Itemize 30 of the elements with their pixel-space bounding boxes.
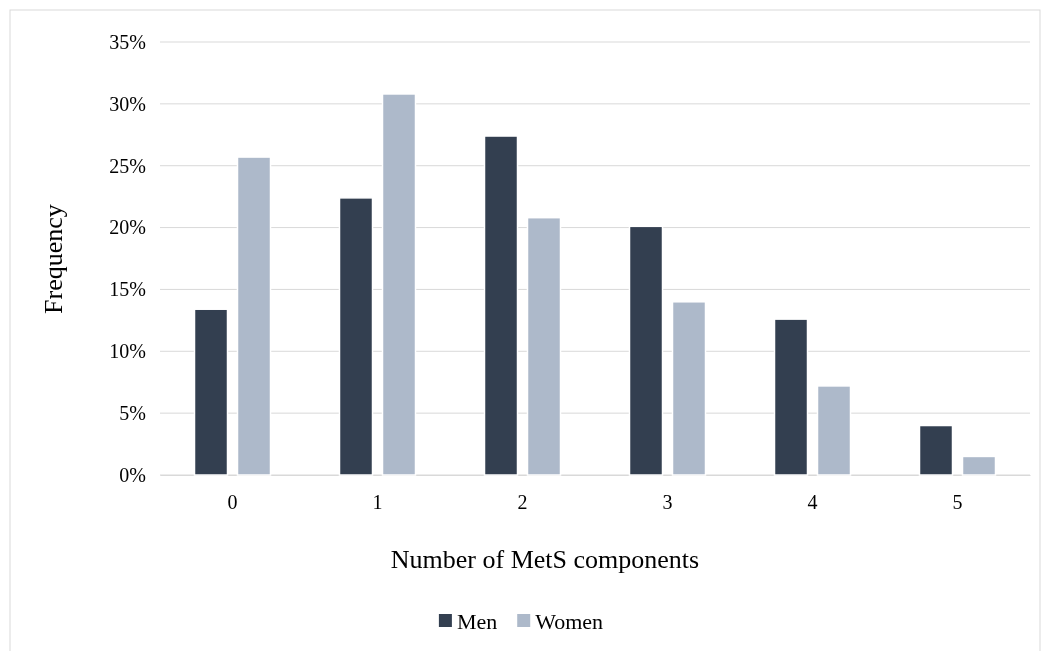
y-tick-label: 25% — [109, 154, 146, 177]
legend-label: Men — [456, 609, 498, 634]
bar — [671, 301, 707, 476]
y-tick-label: 15% — [109, 278, 146, 301]
bar — [193, 308, 229, 476]
bar — [816, 385, 852, 476]
x-tick-label: 3 — [662, 491, 673, 514]
bar — [918, 424, 954, 476]
bar — [628, 225, 664, 476]
x-tick-label: 1 — [372, 491, 383, 514]
y-tick-label: 5% — [119, 402, 146, 425]
y-tick-label: 30% — [109, 92, 146, 115]
x-tick-label: 2 — [517, 491, 528, 514]
bar — [526, 216, 562, 476]
y-axis-title: Frequency — [39, 204, 68, 314]
x-tick-label: 0 — [227, 491, 238, 514]
x-axis-title: Number of MetS components — [390, 545, 700, 574]
y-tick-label: 20% — [109, 216, 146, 239]
y-tick-label: 10% — [109, 340, 146, 363]
legend-label: Women — [535, 609, 604, 634]
bar — [381, 93, 417, 476]
bar — [483, 135, 519, 476]
bar — [338, 197, 374, 476]
x-tick-label: 5 — [952, 491, 963, 514]
y-tick-label: 35% — [109, 30, 146, 53]
x-tick-label: 4 — [807, 491, 818, 514]
y-tick-label: 0% — [119, 463, 146, 486]
bar — [773, 318, 809, 476]
bar — [236, 156, 272, 476]
bar — [961, 455, 997, 476]
